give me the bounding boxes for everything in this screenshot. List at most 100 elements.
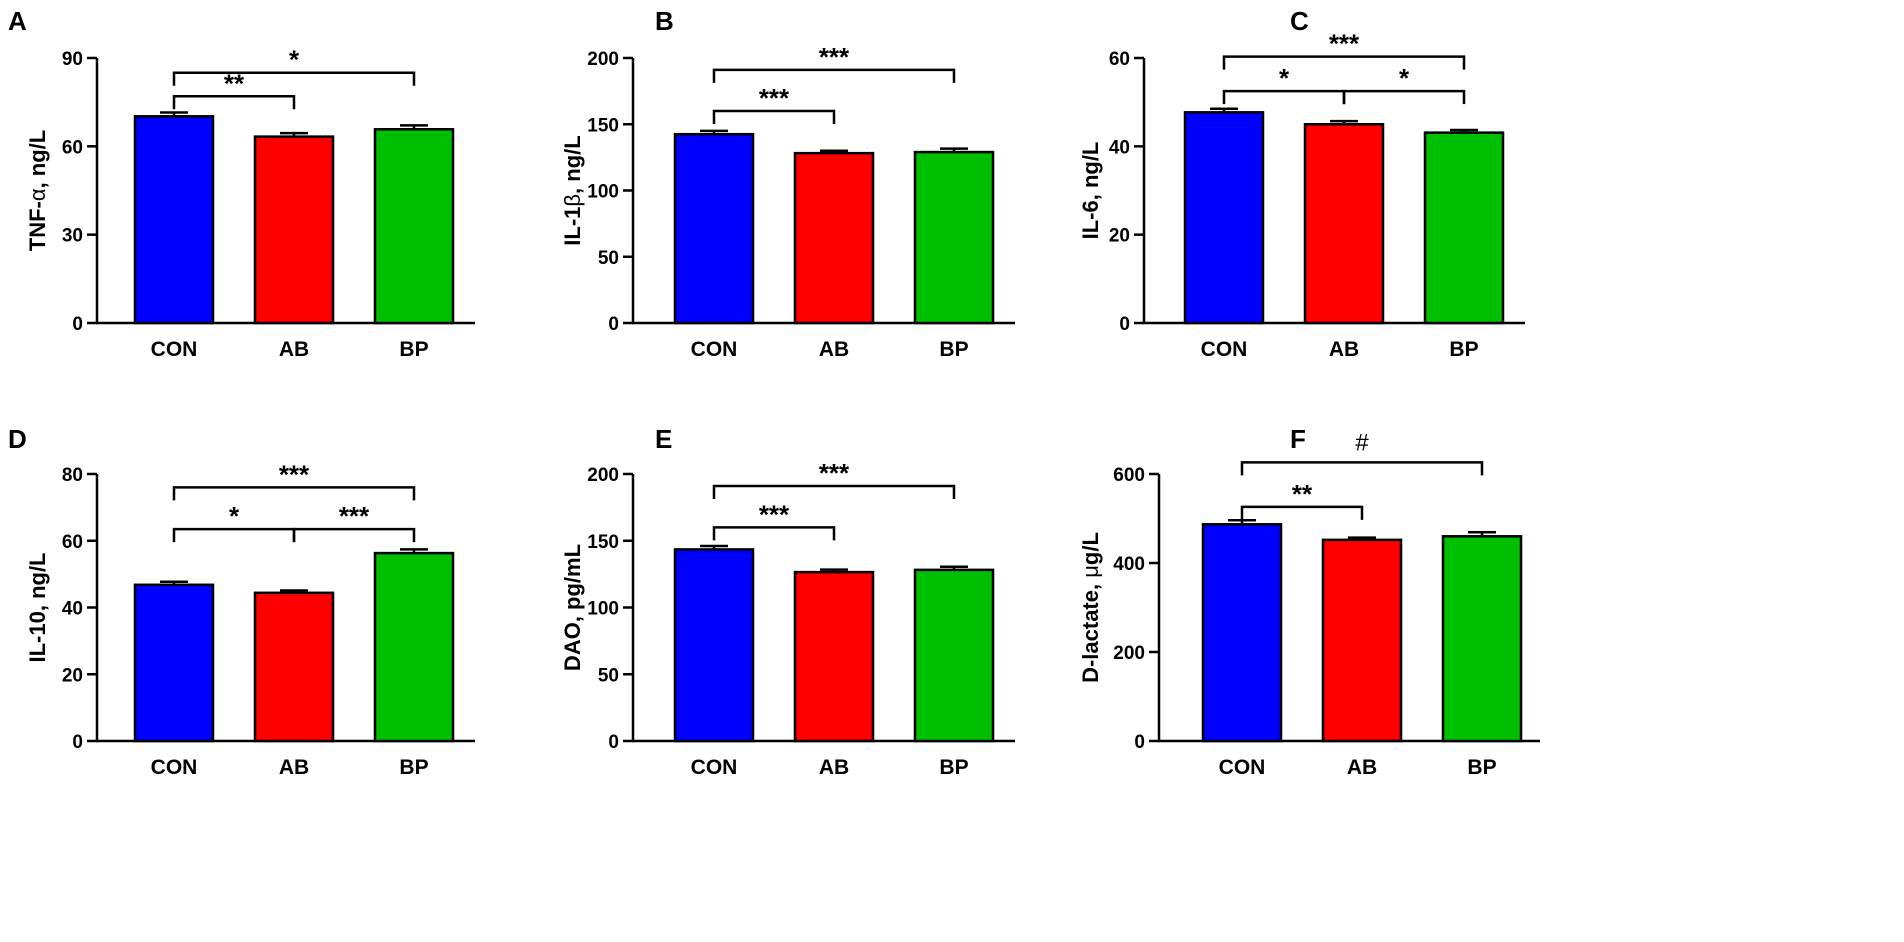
- y-tick-label: 200: [587, 49, 619, 70]
- x-tick-label: BP: [1467, 756, 1496, 779]
- bar-ab: [1321, 538, 1403, 743]
- significance-label: ***: [819, 42, 850, 72]
- panel-letter: F: [1290, 424, 1306, 454]
- significance-bracket: [1240, 505, 1364, 520]
- y-tick-label: 100: [587, 182, 619, 203]
- y-axis-label: IL-10, ng/L: [25, 553, 50, 663]
- x-tick-label: AB: [279, 338, 309, 361]
- y-tick-label: 20: [62, 665, 83, 686]
- significance-label: ***: [339, 501, 370, 531]
- significance-bracket: [712, 484, 956, 500]
- significance-label: ***: [759, 499, 790, 529]
- y-tick-label: 40: [62, 599, 83, 620]
- bar-bp: [373, 551, 455, 743]
- significance-bracket: [292, 527, 416, 543]
- x-tick-label: CON: [151, 756, 198, 779]
- x-tick-label: BP: [399, 756, 428, 779]
- bar-bp: [913, 150, 995, 325]
- x-tick-label: CON: [1219, 756, 1266, 779]
- x-tick-label: AB: [279, 756, 309, 779]
- bar-ab: [1303, 123, 1385, 325]
- x-tick-label: CON: [1201, 338, 1248, 361]
- significance-bracket: [172, 71, 416, 86]
- y-axis-label: D-lactate, μg/L: [1078, 532, 1103, 683]
- y-tick-label: 0: [72, 314, 83, 335]
- x-tick-label: AB: [1329, 338, 1359, 361]
- y-tick-label: 60: [62, 532, 83, 553]
- significance-label: *: [1399, 63, 1410, 93]
- significance-bracket: [712, 526, 836, 541]
- significance-bracket: [1240, 461, 1484, 476]
- y-tick-label: 600: [1113, 465, 1145, 486]
- y-tick-label: 40: [1109, 137, 1130, 158]
- bar-con: [1183, 111, 1265, 325]
- y-tick-label: 0: [1119, 314, 1130, 335]
- bar-bp: [913, 568, 995, 743]
- significance-label: #: [1355, 429, 1369, 456]
- significance-label: *: [229, 501, 240, 531]
- bar-con: [133, 115, 215, 325]
- bar-con: [673, 548, 755, 743]
- x-tick-label: AB: [1347, 756, 1377, 779]
- bar-bp: [373, 128, 455, 325]
- y-tick-label: 50: [598, 665, 619, 686]
- y-tick-label: 150: [587, 532, 619, 553]
- significance-label: ***: [819, 458, 850, 488]
- y-tick-label: 150: [587, 115, 619, 136]
- bar-bp: [1441, 535, 1523, 743]
- y-tick-label: 90: [62, 49, 83, 70]
- y-axis-label: DAO, pg/mL: [560, 544, 585, 671]
- significance-label: **: [224, 68, 245, 98]
- significance-bracket: [712, 68, 956, 83]
- significance-bracket: [1342, 89, 1466, 105]
- y-tick-label: 60: [1109, 49, 1130, 70]
- significance-bracket: [712, 109, 836, 124]
- y-tick-label: 0: [1134, 732, 1145, 753]
- y-axis-label: TNF-α, ng/L: [25, 130, 50, 251]
- significance-label: ***: [759, 83, 790, 113]
- significance-label: ***: [279, 459, 310, 489]
- y-tick-label: 100: [587, 599, 619, 620]
- y-tick-label: 20: [1109, 226, 1130, 247]
- y-tick-label: 0: [608, 732, 619, 753]
- y-tick-label: 400: [1113, 554, 1145, 575]
- significance-bracket: [1222, 55, 1466, 70]
- significance-label: *: [1279, 63, 1290, 93]
- bar-con: [133, 583, 215, 743]
- bar-ab: [793, 570, 875, 743]
- x-tick-label: AB: [819, 756, 849, 779]
- panel-letter: B: [655, 6, 674, 36]
- x-tick-label: CON: [151, 338, 198, 361]
- y-tick-label: 200: [1113, 643, 1145, 664]
- x-tick-label: BP: [939, 338, 968, 361]
- panel-e: E DAO, pg/mL 0 50 100 150 200 CON AB BP *** ***: [560, 424, 1015, 779]
- x-tick-label: BP: [1449, 338, 1478, 361]
- x-tick-label: BP: [399, 338, 428, 361]
- y-tick-label: 0: [608, 314, 619, 335]
- x-tick-label: CON: [691, 338, 738, 361]
- panel-letter: C: [1290, 6, 1309, 36]
- significance-bracket: [172, 95, 296, 110]
- significance-label: **: [1292, 479, 1313, 509]
- x-tick-label: CON: [691, 756, 738, 779]
- bar-con: [1201, 523, 1283, 743]
- significance-label: *: [289, 45, 300, 75]
- bar-ab: [253, 591, 335, 743]
- panel-letter: A: [8, 6, 27, 36]
- y-tick-label: 80: [62, 465, 83, 486]
- bar-bp: [1423, 131, 1505, 325]
- bar-ab: [253, 135, 335, 325]
- panel-letter: E: [655, 424, 672, 454]
- significance-label: ***: [1329, 29, 1360, 59]
- y-tick-label: 50: [598, 248, 619, 269]
- x-tick-label: AB: [819, 338, 849, 361]
- panel-b: B IL-1β, ng/L 0 50 100 150 200 CON AB BP *** ***: [560, 6, 1015, 361]
- y-axis-label: IL-6, ng/L: [1078, 142, 1103, 240]
- bar-ab: [793, 151, 875, 325]
- panel-f: F D-lactate, μg/L 0 200 400 600 CON AB BP ** #: [1078, 424, 1540, 779]
- panel-letter: D: [8, 424, 27, 454]
